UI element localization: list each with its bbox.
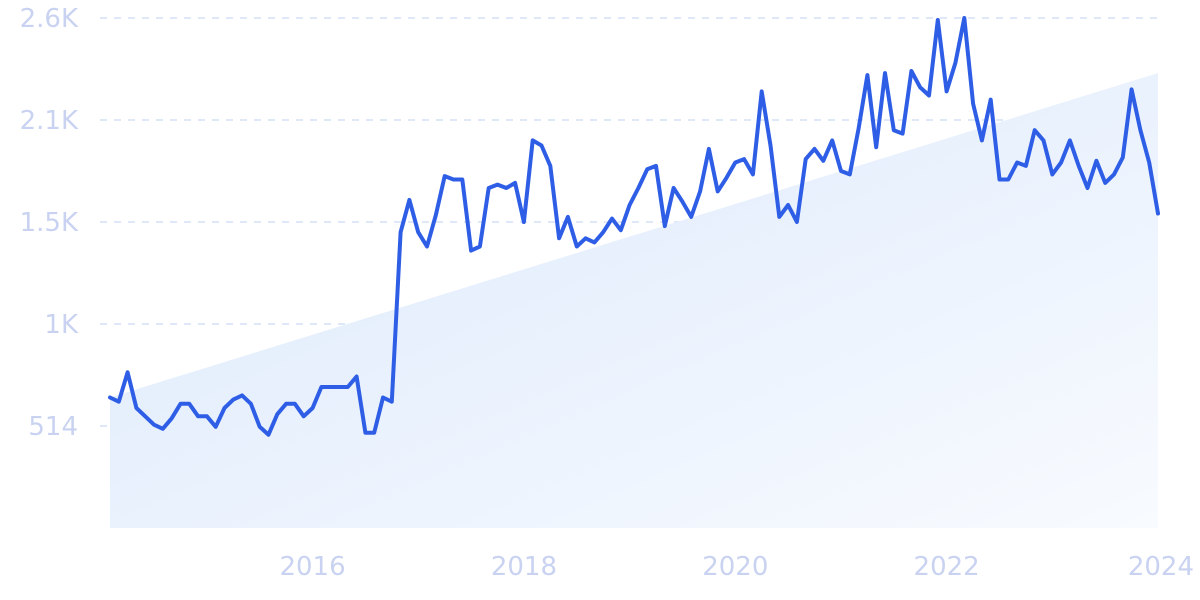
x-axis: 2016 2018 2020 2022 2024 [279, 552, 1194, 582]
x-tick-label: 2022 [914, 552, 980, 582]
series-lines [108, 16, 1160, 437]
y-tick-label: 2.1K [20, 106, 79, 136]
x-tick-label: 2016 [279, 552, 345, 582]
x-tick-label: 2024 [1128, 552, 1194, 582]
trend-area [110, 73, 1158, 528]
y-tick-label: 514 [28, 412, 78, 442]
y-tick-label: 1.5K [20, 208, 79, 238]
y-tick-label: 1K [44, 310, 79, 340]
y-axis: 514 1K 1.5K 2.1K 2.6K [20, 4, 79, 442]
trend-fill [110, 73, 1158, 528]
x-tick-label: 2020 [702, 552, 768, 582]
series-line-0 [108, 16, 1160, 437]
x-tick-label: 2018 [491, 552, 557, 582]
y-tick-label: 2.6K [20, 4, 79, 34]
